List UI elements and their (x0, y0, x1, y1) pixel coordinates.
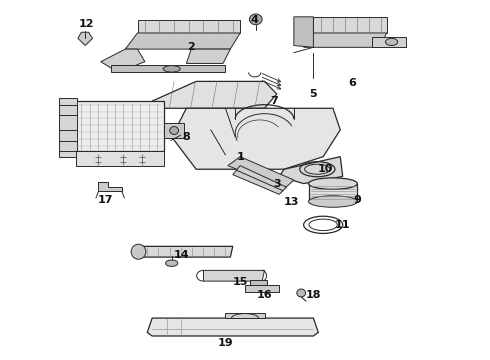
Text: 12: 12 (78, 19, 94, 29)
Ellipse shape (309, 196, 357, 207)
Text: 8: 8 (182, 132, 190, 142)
Polygon shape (314, 17, 387, 33)
Polygon shape (372, 37, 406, 47)
Polygon shape (228, 157, 294, 189)
Ellipse shape (131, 244, 146, 259)
Polygon shape (125, 33, 240, 49)
Polygon shape (294, 17, 314, 47)
Polygon shape (304, 33, 387, 47)
Polygon shape (164, 123, 184, 138)
Polygon shape (138, 21, 240, 33)
Text: 14: 14 (173, 250, 189, 260)
Text: 3: 3 (273, 179, 281, 189)
Ellipse shape (166, 260, 178, 266)
Polygon shape (279, 157, 343, 184)
Polygon shape (203, 270, 265, 281)
Polygon shape (101, 49, 145, 72)
Polygon shape (138, 246, 233, 257)
Text: 15: 15 (232, 277, 248, 287)
Polygon shape (309, 184, 357, 202)
Polygon shape (78, 32, 93, 45)
Text: 11: 11 (335, 220, 350, 230)
Polygon shape (59, 98, 77, 157)
Polygon shape (172, 108, 340, 169)
Text: 10: 10 (318, 164, 333, 174)
Text: 19: 19 (218, 338, 233, 348)
Text: 17: 17 (98, 195, 114, 205)
Polygon shape (76, 151, 164, 166)
Text: 18: 18 (306, 291, 321, 301)
Text: 5: 5 (310, 89, 317, 99)
Ellipse shape (170, 127, 178, 134)
Text: 16: 16 (257, 291, 272, 301)
Polygon shape (225, 314, 265, 318)
Ellipse shape (386, 39, 398, 45)
Polygon shape (245, 285, 279, 292)
Text: 4: 4 (251, 15, 259, 26)
Text: 7: 7 (270, 96, 278, 106)
Polygon shape (152, 81, 277, 108)
Text: 13: 13 (284, 197, 299, 207)
Polygon shape (98, 182, 122, 192)
Polygon shape (233, 166, 287, 194)
Text: 1: 1 (236, 152, 244, 162)
Polygon shape (111, 65, 225, 72)
Polygon shape (250, 280, 267, 285)
Ellipse shape (163, 66, 180, 72)
Polygon shape (174, 130, 206, 135)
Ellipse shape (309, 178, 357, 189)
Polygon shape (147, 318, 318, 336)
Text: 2: 2 (187, 42, 195, 52)
Ellipse shape (297, 289, 306, 297)
Polygon shape (76, 101, 164, 151)
Polygon shape (186, 49, 230, 63)
Text: 9: 9 (353, 195, 361, 205)
Ellipse shape (249, 14, 262, 25)
Text: 6: 6 (348, 78, 356, 88)
